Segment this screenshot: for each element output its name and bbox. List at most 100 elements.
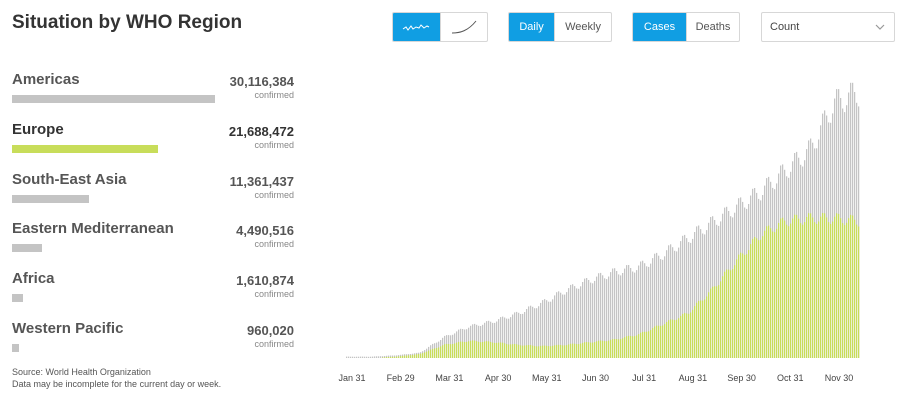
global-bar xyxy=(662,259,664,358)
global-bar xyxy=(596,276,598,358)
global-bar xyxy=(682,235,684,358)
global-bar xyxy=(646,266,648,358)
global-bar xyxy=(384,356,386,358)
global-bar xyxy=(382,356,384,358)
europe-bar xyxy=(616,339,618,358)
europe-bar xyxy=(720,281,722,358)
global-bar xyxy=(620,275,622,358)
europe-bar xyxy=(786,224,788,358)
region-name: Western Pacific xyxy=(12,320,124,337)
europe-bar xyxy=(404,355,406,358)
global-bar xyxy=(642,260,644,358)
europe-bar xyxy=(514,344,516,358)
global-bar xyxy=(560,292,562,358)
region-south-east-asia[interactable]: South-East Asia 11,361,437 confirmed xyxy=(12,171,302,211)
region-western-pacific[interactable]: Western Pacific 960,020 confirmed xyxy=(12,320,302,360)
daily-option[interactable]: Daily xyxy=(509,13,555,41)
europe-bar xyxy=(534,346,536,358)
global-bar xyxy=(358,356,360,358)
region-africa[interactable]: Africa 1,610,874 confirmed xyxy=(12,270,302,310)
global-bar xyxy=(592,283,594,358)
europe-bar xyxy=(844,225,846,358)
europe-bar xyxy=(536,346,538,358)
measure-select[interactable]: Count xyxy=(761,12,895,42)
line-chart-option[interactable] xyxy=(439,13,487,41)
europe-bar xyxy=(742,253,744,358)
global-bar xyxy=(370,356,372,358)
europe-bar xyxy=(584,342,586,358)
europe-bar xyxy=(560,345,562,358)
page-title: Situation by WHO Region xyxy=(12,12,243,33)
europe-bar xyxy=(446,343,448,358)
europe-bar xyxy=(600,340,602,358)
global-bar xyxy=(608,276,610,358)
global-bar xyxy=(598,273,600,358)
europe-bar xyxy=(778,223,780,358)
region-eastern-mediterranean[interactable]: Eastern Mediterranean 4,490,516 confirme… xyxy=(12,220,302,260)
region-unit: confirmed xyxy=(254,289,294,299)
europe-bar xyxy=(438,347,440,358)
x-tick-label: May 31 xyxy=(532,373,562,383)
deaths-option[interactable]: Deaths xyxy=(685,13,739,41)
europe-bar xyxy=(520,345,522,358)
europe-bar xyxy=(504,343,506,358)
europe-bar xyxy=(738,254,740,358)
cases-option[interactable]: Cases xyxy=(633,13,686,41)
global-bar xyxy=(544,299,546,358)
europe-bar xyxy=(694,306,696,358)
europe-bar xyxy=(414,354,416,358)
europe-bar xyxy=(482,342,484,358)
europe-bar xyxy=(416,354,418,358)
global-bar xyxy=(686,238,688,358)
europe-bar xyxy=(772,231,774,358)
europe-bar xyxy=(692,309,694,358)
global-bar xyxy=(636,270,638,358)
europe-bar xyxy=(688,313,690,358)
global-bar xyxy=(484,322,486,358)
global-bar xyxy=(364,356,366,358)
global-bar xyxy=(518,312,520,358)
global-bar xyxy=(494,322,496,358)
global-bar xyxy=(528,306,530,358)
europe-bar xyxy=(836,213,838,358)
europe-bar xyxy=(652,328,654,358)
weekly-option[interactable]: Weekly xyxy=(554,13,611,41)
region-americas[interactable]: Americas 30,116,384 confirmed xyxy=(12,71,302,111)
europe-bar xyxy=(402,355,404,358)
global-bar xyxy=(368,356,370,358)
europe-bar xyxy=(676,319,678,358)
europe-bar xyxy=(790,223,792,358)
europe-bar xyxy=(822,213,824,358)
region-bar xyxy=(12,145,158,153)
europe-bar xyxy=(490,342,492,358)
europe-bar xyxy=(454,343,456,358)
region-europe[interactable]: Europe 21,688,472 confirmed xyxy=(12,121,302,161)
region-count: 4,490,516 xyxy=(236,223,294,238)
global-bar xyxy=(660,259,662,358)
europe-bar xyxy=(856,224,858,358)
europe-bar xyxy=(390,356,392,358)
europe-bar xyxy=(590,342,592,358)
europe-bar xyxy=(592,342,594,358)
europe-bar xyxy=(548,346,550,358)
global-bar xyxy=(526,309,528,358)
europe-bar xyxy=(462,341,464,358)
europe-bar xyxy=(440,346,442,358)
europe-bar xyxy=(572,343,574,358)
global-bar xyxy=(356,356,358,358)
global-bar xyxy=(674,250,676,358)
region-name: Americas xyxy=(12,71,80,88)
europe-bar xyxy=(658,325,660,358)
europe-bar xyxy=(566,345,568,358)
europe-bar xyxy=(406,355,408,358)
europe-bar xyxy=(724,271,726,358)
europe-bar xyxy=(614,338,616,358)
global-bar xyxy=(684,234,686,358)
bar-chart-option[interactable] xyxy=(393,13,440,41)
europe-bar xyxy=(478,341,480,358)
europe-bar xyxy=(398,356,400,358)
europe-bar xyxy=(812,217,814,358)
europe-bar xyxy=(452,344,454,358)
global-bar xyxy=(668,245,670,358)
europe-bar xyxy=(456,342,458,358)
